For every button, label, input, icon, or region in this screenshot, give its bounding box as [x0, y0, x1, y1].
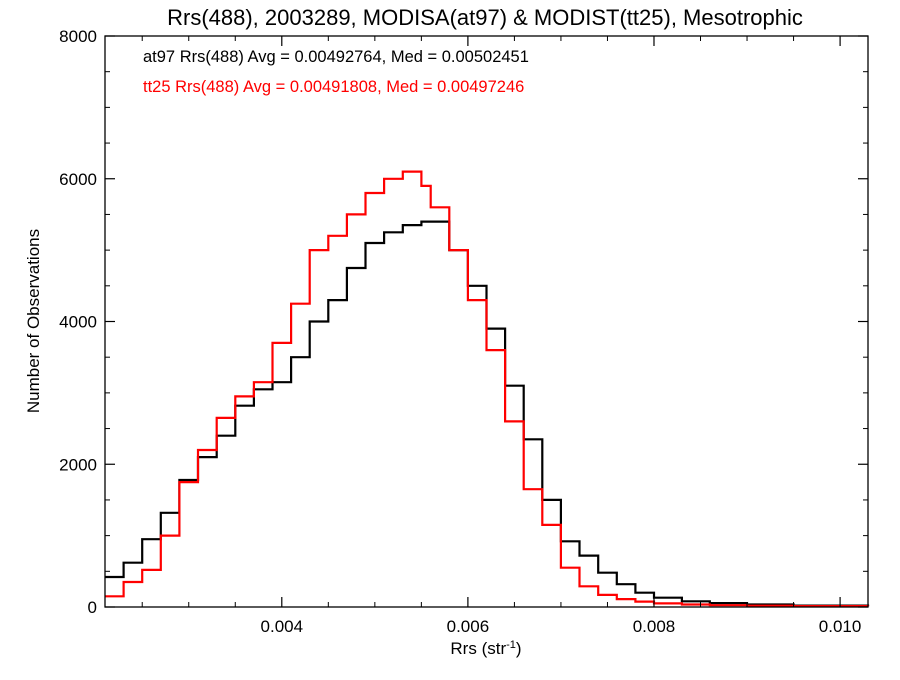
- stats-annotation-1: at97 Rrs(488) Avg = 0.00492764, Med = 0.…: [143, 48, 529, 66]
- x-tick-label: 0.008: [633, 617, 676, 636]
- y-tick-label: 0: [88, 598, 97, 617]
- series-layer: [105, 170, 870, 608]
- y-tick-label: 2000: [59, 455, 97, 474]
- ticks-layer: 0.004 0.006 0.008 0.010 0 2000 4000 6000 8000: [59, 27, 868, 636]
- series-line-1: [105, 220, 870, 607]
- y-tick-label: 6000: [59, 170, 97, 189]
- series-line-2: [105, 170, 870, 608]
- x-axis-label-superscript: -1: [506, 639, 516, 651]
- stats-annotation-2: tt25 Rrs(488) Avg = 0.00491808, Med = 0.…: [143, 78, 524, 96]
- annotations-layer: at97 Rrs(488) Avg = 0.00492764, Med = 0.…: [143, 48, 529, 96]
- y-tick-label: 8000: [59, 27, 97, 46]
- x-axis-label-close: ): [516, 639, 522, 658]
- x-axis-label: Rrs (str-1): [450, 639, 521, 658]
- plot-frame: [104, 35, 869, 608]
- x-tick-label: 0.004: [261, 617, 304, 636]
- y-axis-label: Number of Observations: [24, 229, 43, 413]
- y-tick-label: 4000: [59, 313, 97, 332]
- chart-title: Rrs(488), 2003289, MODISA(at97) & MODIST…: [167, 5, 803, 30]
- x-tick-label: 0.006: [447, 617, 490, 636]
- x-tick-label: 0.010: [819, 617, 862, 636]
- x-axis-label-main: Rrs (str: [450, 639, 506, 658]
